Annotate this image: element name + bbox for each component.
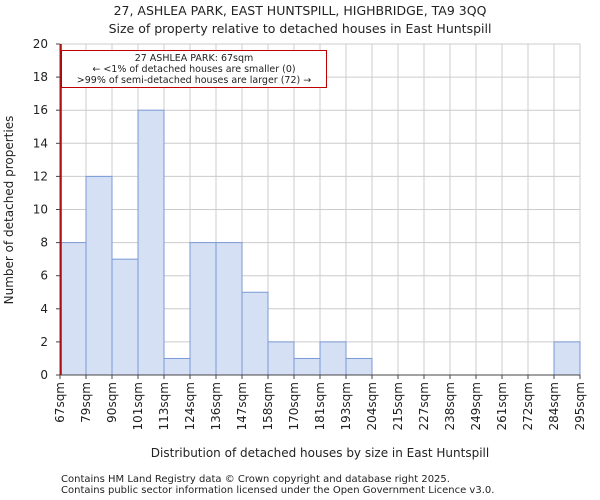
x-tick-label: 295sqm	[573, 382, 587, 430]
bar-124sqm	[189, 242, 217, 376]
x-tick-label: 124sqm	[183, 382, 197, 430]
y-tick-label: 20	[33, 37, 48, 51]
bar-67sqm	[59, 242, 87, 376]
y-tick-label: 8	[40, 236, 48, 250]
chart-title-line2: Size of property relative to detached ho…	[108, 21, 492, 36]
bar-181sqm	[319, 341, 347, 376]
x-tick-label: 113sqm	[157, 382, 171, 430]
y-tick-label: 6	[40, 269, 48, 283]
bar-79sqm	[85, 175, 113, 376]
x-tick-label: 204sqm	[365, 382, 379, 430]
y-tick-label: 2	[40, 335, 48, 349]
y-tick-label: 18	[33, 70, 48, 84]
x-tick-label: 136sqm	[209, 382, 223, 430]
y-tick-label: 16	[33, 103, 48, 117]
annotation-line3: >99% of semi-detached houses are larger …	[76, 75, 312, 86]
x-tick-label: 101sqm	[131, 382, 145, 430]
axes	[56, 43, 581, 379]
bar-284sqm	[553, 341, 581, 376]
x-tick-label: 272sqm	[521, 382, 535, 430]
x-tick-label: 227sqm	[417, 382, 431, 430]
x-tick-label: 193sqm	[339, 382, 353, 430]
x-tick-label: 238sqm	[443, 382, 457, 430]
x-tick-label: 158sqm	[261, 382, 275, 430]
bar-147sqm	[241, 291, 269, 376]
y-tick-label: 12	[33, 169, 48, 183]
bar-90sqm	[111, 258, 139, 376]
y-tick-label: 0	[40, 368, 48, 382]
bar-101sqm	[137, 109, 165, 376]
tick-labels: 0 2 4 6 8 10 12 14 16 18 20 67sqm 79sqm 90sqm 101sqm 11…	[33, 37, 587, 430]
bar-113sqm	[163, 357, 191, 376]
x-tick-label: 90sqm	[105, 382, 119, 423]
y-tick-label: 10	[33, 203, 48, 217]
x-tick-label: 284sqm	[547, 382, 561, 430]
x-tick-label: 147sqm	[235, 382, 249, 430]
x-tick-label: 79sqm	[79, 382, 93, 423]
bar-193sqm	[345, 357, 373, 376]
chart-title-line1: 27, ASHLEA PARK, EAST HUNTSPILL, HIGHBRI…	[113, 3, 487, 18]
footer-licence: Contains public sector information licen…	[61, 485, 495, 496]
bar-158sqm	[267, 341, 295, 376]
x-tick-label: 249sqm	[469, 382, 483, 430]
bar-170sqm	[293, 357, 321, 376]
annotation-line2: ← <1% of detached houses are smaller (0)	[92, 64, 296, 75]
footer-copyright: Contains HM Land Registry data © Crown c…	[61, 474, 450, 485]
property-annotation-box: 27 ASHLEA PARK: 67sqm ← <1% of detached …	[61, 50, 327, 88]
x-tick-label: 261sqm	[495, 382, 509, 430]
bar-136sqm	[215, 242, 243, 376]
x-tick-label: 67sqm	[53, 382, 67, 423]
y-axis-label: Number of detached properties	[2, 116, 16, 305]
y-tick-label: 14	[33, 136, 48, 150]
x-tick-label: 181sqm	[313, 382, 327, 430]
x-tick-label: 170sqm	[287, 382, 301, 430]
x-axis-label: Distribution of detached houses by size …	[151, 446, 489, 460]
x-tick-label: 215sqm	[391, 382, 405, 430]
annotation-line1: 27 ASHLEA PARK: 67sqm	[134, 53, 254, 64]
y-tick-label: 4	[40, 302, 48, 316]
bars	[59, 109, 581, 376]
